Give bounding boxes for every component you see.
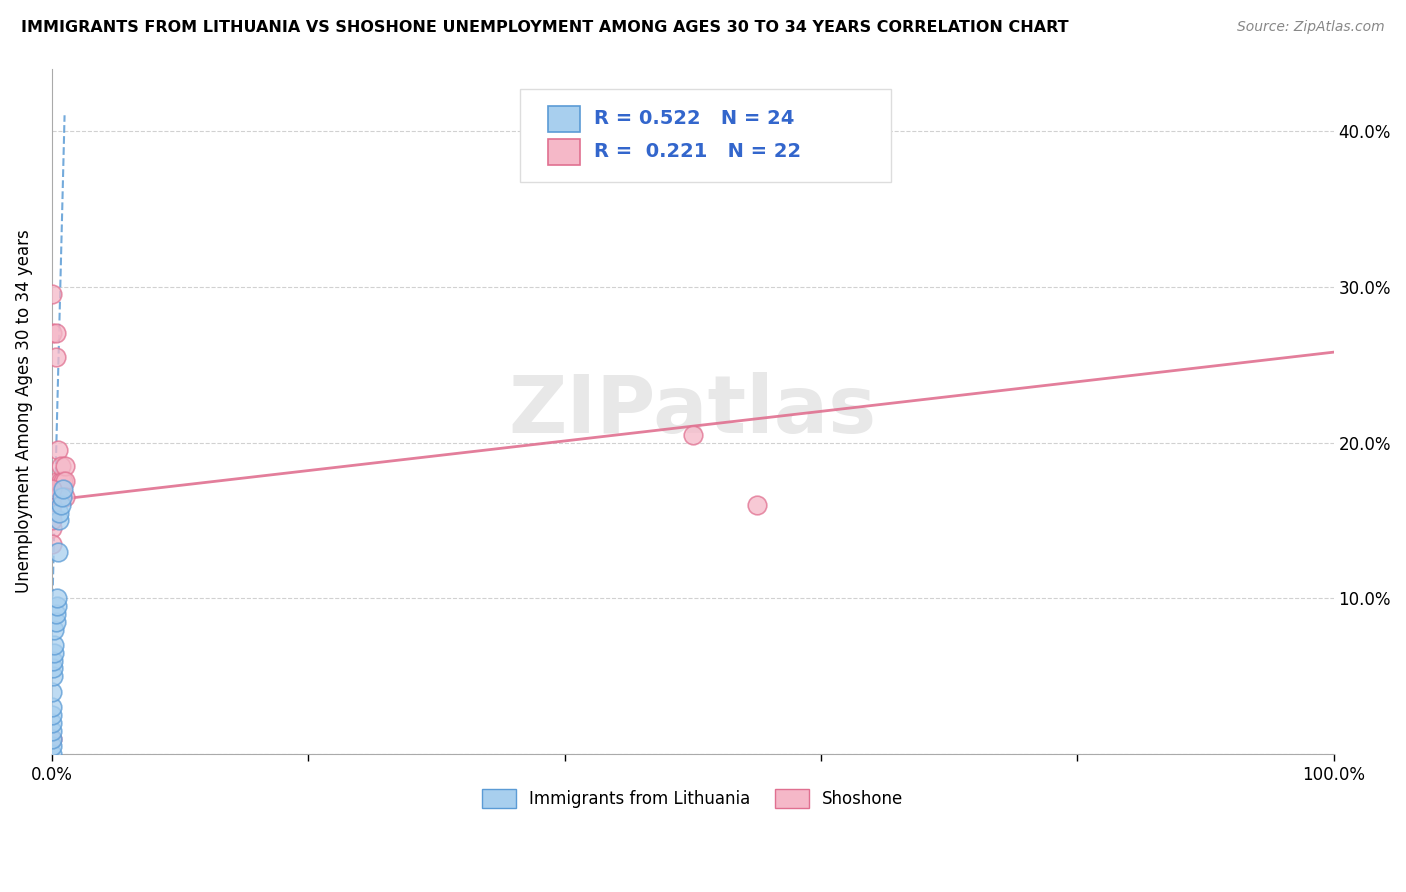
FancyBboxPatch shape bbox=[548, 139, 579, 165]
Point bbox=[48, 506, 70, 520]
Point bbox=[53, 458, 76, 473]
Point bbox=[46, 544, 69, 558]
Point bbox=[41, 731, 63, 746]
Point bbox=[52, 483, 75, 497]
Point bbox=[49, 475, 72, 489]
Legend: Immigrants from Lithuania, Shoshone: Immigrants from Lithuania, Shoshone bbox=[475, 782, 910, 814]
Point bbox=[45, 599, 67, 614]
Point bbox=[41, 537, 63, 551]
Point bbox=[45, 591, 67, 606]
Point bbox=[41, 287, 63, 301]
Point bbox=[44, 623, 66, 637]
FancyBboxPatch shape bbox=[548, 106, 579, 132]
Point bbox=[42, 654, 65, 668]
Point bbox=[41, 731, 63, 746]
Text: R = 0.522   N = 24: R = 0.522 N = 24 bbox=[593, 109, 794, 128]
Text: Source: ZipAtlas.com: Source: ZipAtlas.com bbox=[1237, 20, 1385, 34]
Point bbox=[41, 747, 63, 762]
Point bbox=[45, 350, 67, 364]
Point bbox=[45, 607, 67, 621]
Point bbox=[41, 506, 63, 520]
Point bbox=[41, 326, 63, 341]
Point bbox=[41, 716, 63, 731]
Point bbox=[41, 708, 63, 723]
Point bbox=[41, 700, 63, 714]
Point bbox=[44, 638, 66, 652]
Point bbox=[46, 475, 69, 489]
Point bbox=[41, 521, 63, 535]
Y-axis label: Unemployment Among Ages 30 to 34 years: Unemployment Among Ages 30 to 34 years bbox=[15, 229, 32, 593]
Point bbox=[49, 458, 72, 473]
Point bbox=[44, 646, 66, 660]
Point bbox=[41, 739, 63, 754]
Point bbox=[42, 661, 65, 675]
Point bbox=[46, 490, 69, 504]
Point bbox=[48, 513, 70, 527]
Text: IMMIGRANTS FROM LITHUANIA VS SHOSHONE UNEMPLOYMENT AMONG AGES 30 TO 34 YEARS COR: IMMIGRANTS FROM LITHUANIA VS SHOSHONE UN… bbox=[21, 20, 1069, 35]
Point bbox=[45, 326, 67, 341]
Text: ZIPatlas: ZIPatlas bbox=[509, 372, 877, 450]
Point bbox=[49, 498, 72, 512]
Point bbox=[682, 427, 704, 442]
Point bbox=[745, 498, 768, 512]
Point bbox=[46, 443, 69, 458]
Point bbox=[53, 475, 76, 489]
FancyBboxPatch shape bbox=[520, 89, 891, 182]
Point bbox=[53, 490, 76, 504]
Text: R =  0.221   N = 22: R = 0.221 N = 22 bbox=[593, 142, 801, 161]
Point bbox=[41, 483, 63, 497]
Point bbox=[42, 669, 65, 683]
Point bbox=[52, 475, 75, 489]
Point bbox=[41, 498, 63, 512]
Point bbox=[41, 513, 63, 527]
Point bbox=[41, 685, 63, 699]
Point bbox=[51, 490, 73, 504]
Point bbox=[41, 723, 63, 738]
Point bbox=[45, 615, 67, 629]
